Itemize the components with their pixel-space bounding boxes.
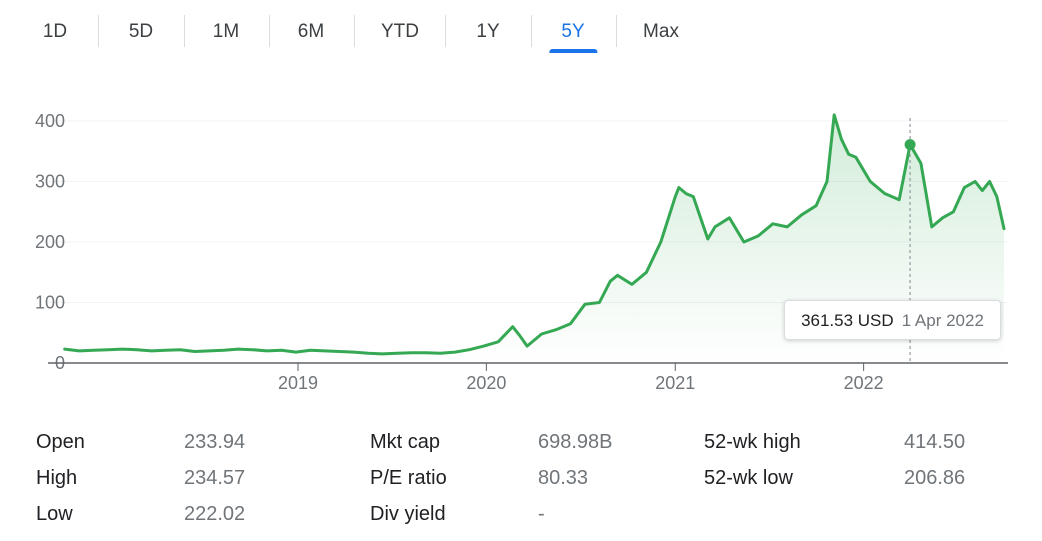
stat-value-52wk-low: 206.86: [904, 467, 966, 489]
price-area-fill: [64, 114, 1004, 364]
x-tick-label: 2021: [655, 373, 695, 393]
tab-divider: [269, 15, 270, 47]
tab-label: 1Y: [476, 21, 500, 42]
tab-1y[interactable]: 1Y: [476, 0, 499, 60]
range-tabs: 1D 5D 1M 6M YTD 1Y 5Y Max: [0, 0, 1042, 60]
stat-value-pe-ratio: 80.33: [538, 467, 589, 489]
tab-label: 1M: [212, 21, 240, 42]
stat-value-open: 233.94: [184, 431, 246, 453]
stat-label-pe-ratio: P/E ratio: [370, 467, 447, 489]
stat-label-52wk-high: 52-wk high: [704, 431, 801, 453]
y-tick-label: 300: [35, 172, 65, 192]
price-series-line: [63, 113, 1006, 356]
tab-label: 1D: [42, 21, 68, 42]
tab-divider: [531, 15, 532, 47]
tab-5y[interactable]: 5Y: [549, 0, 597, 60]
y-tick-label: 200: [35, 232, 65, 252]
tab-ytd[interactable]: YTD: [381, 0, 419, 60]
stat-label-low: Low: [36, 503, 73, 525]
stat-value-div-yield: -: [538, 503, 545, 525]
tooltip-date: 1 Apr 2022: [901, 311, 984, 330]
stat-label-52wk-low: 52-wk low: [704, 467, 793, 489]
tab-1d[interactable]: 1D: [43, 0, 67, 60]
tab-label: 5Y: [561, 21, 585, 42]
x-tick-label: 2019: [278, 373, 318, 393]
hover-point: [904, 139, 916, 151]
y-tick-label: 100: [35, 293, 65, 313]
tab-label: YTD: [381, 21, 419, 42]
x-tick-label: 2020: [466, 373, 506, 393]
stat-value-low: 222.02: [184, 503, 246, 525]
stat-label-mkt-cap: Mkt cap: [370, 431, 441, 453]
stat-value-high: 234.57: [184, 467, 246, 489]
tab-6m[interactable]: 6M: [298, 0, 324, 60]
price-tooltip: 361.53 USD 1 Apr 2022: [784, 300, 1001, 340]
tab-1m[interactable]: 1M: [213, 0, 239, 60]
tab-divider: [616, 15, 617, 47]
tooltip-price: 361.53 USD: [801, 311, 894, 330]
tab-label: 6M: [297, 21, 325, 42]
x-axis-ticks: 2019 2020 2021 2022: [278, 363, 884, 393]
tab-5d[interactable]: 5D: [129, 0, 153, 60]
tab-divider: [184, 15, 185, 47]
x-tick-label: 2022: [844, 373, 884, 393]
tab-divider: [354, 15, 355, 47]
tab-label: 5D: [128, 21, 154, 42]
tab-divider: [98, 15, 99, 47]
y-tick-label: 400: [35, 111, 65, 131]
tab-max[interactable]: Max: [643, 0, 679, 60]
stat-label-div-yield: Div yield: [370, 503, 446, 525]
stat-value-mkt-cap: 698.98B: [538, 431, 613, 453]
active-tab-indicator: [549, 49, 597, 53]
stat-label-high: High: [36, 467, 78, 489]
tab-label: Max: [643, 21, 679, 42]
stat-value-52wk-high: 414.50: [904, 431, 966, 453]
stat-label-open: Open: [36, 431, 85, 453]
tab-divider: [445, 15, 446, 47]
